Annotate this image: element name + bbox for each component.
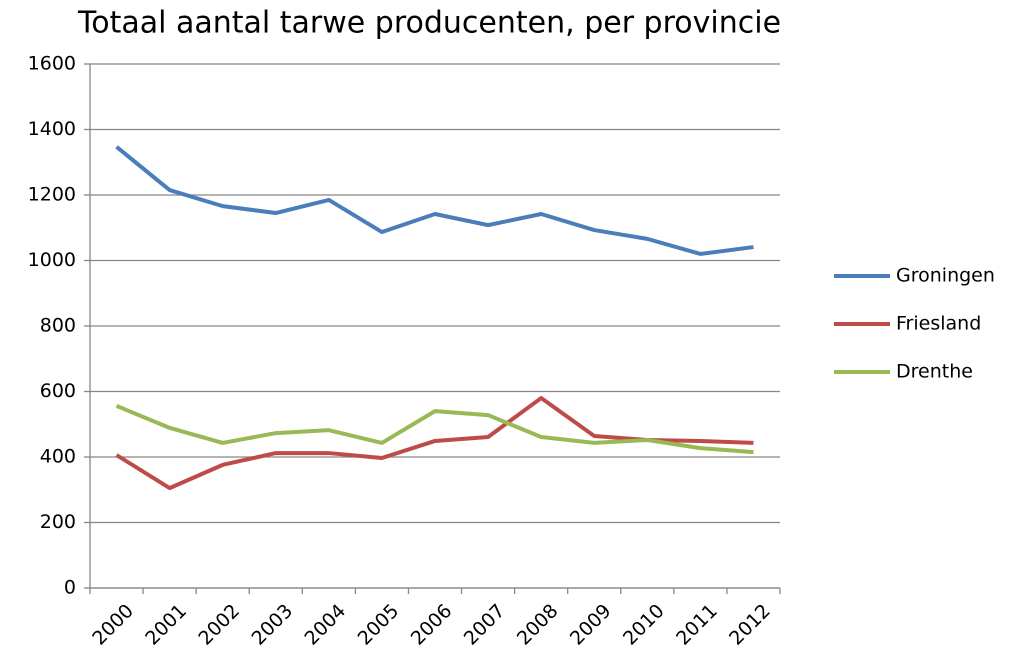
y-tick-label: 1600: [28, 53, 76, 75]
x-tick-label: 2003: [247, 600, 297, 650]
y-tick-label: 200: [40, 511, 76, 533]
y-tick-label: 1400: [28, 118, 76, 140]
y-tick-label: 400: [40, 446, 76, 468]
y-tick-label: 0: [64, 577, 76, 599]
x-tick-label: 2001: [141, 600, 191, 650]
series-line: [115, 404, 754, 455]
y-tick-label: 600: [40, 380, 76, 402]
chart-title: Totaal aantal tarwe producenten, per pro…: [77, 6, 781, 41]
x-tick-label: 2012: [725, 600, 775, 650]
x-tick-label: 2006: [407, 600, 457, 650]
x-tick-label: 2005: [354, 600, 404, 650]
x-tick-label: 2010: [619, 600, 669, 650]
y-tick-label: 1200: [28, 184, 76, 206]
x-tick-label: 2002: [194, 600, 244, 650]
legend-label: Drenthe: [896, 361, 973, 383]
legend-label: Friesland: [896, 313, 981, 335]
x-tick-label: 2008: [513, 600, 563, 650]
x-tick-label: 2009: [566, 600, 616, 650]
y-tick-label: 1000: [28, 249, 76, 271]
y-tick-label: 800: [40, 315, 76, 337]
legend-label: Groningen: [896, 265, 995, 287]
series-line: [115, 145, 754, 256]
x-tick-label: 2004: [301, 600, 351, 650]
x-tick-label: 2000: [88, 600, 138, 650]
x-tick-label: 2011: [672, 600, 722, 650]
x-tick-label: 2007: [460, 600, 510, 650]
